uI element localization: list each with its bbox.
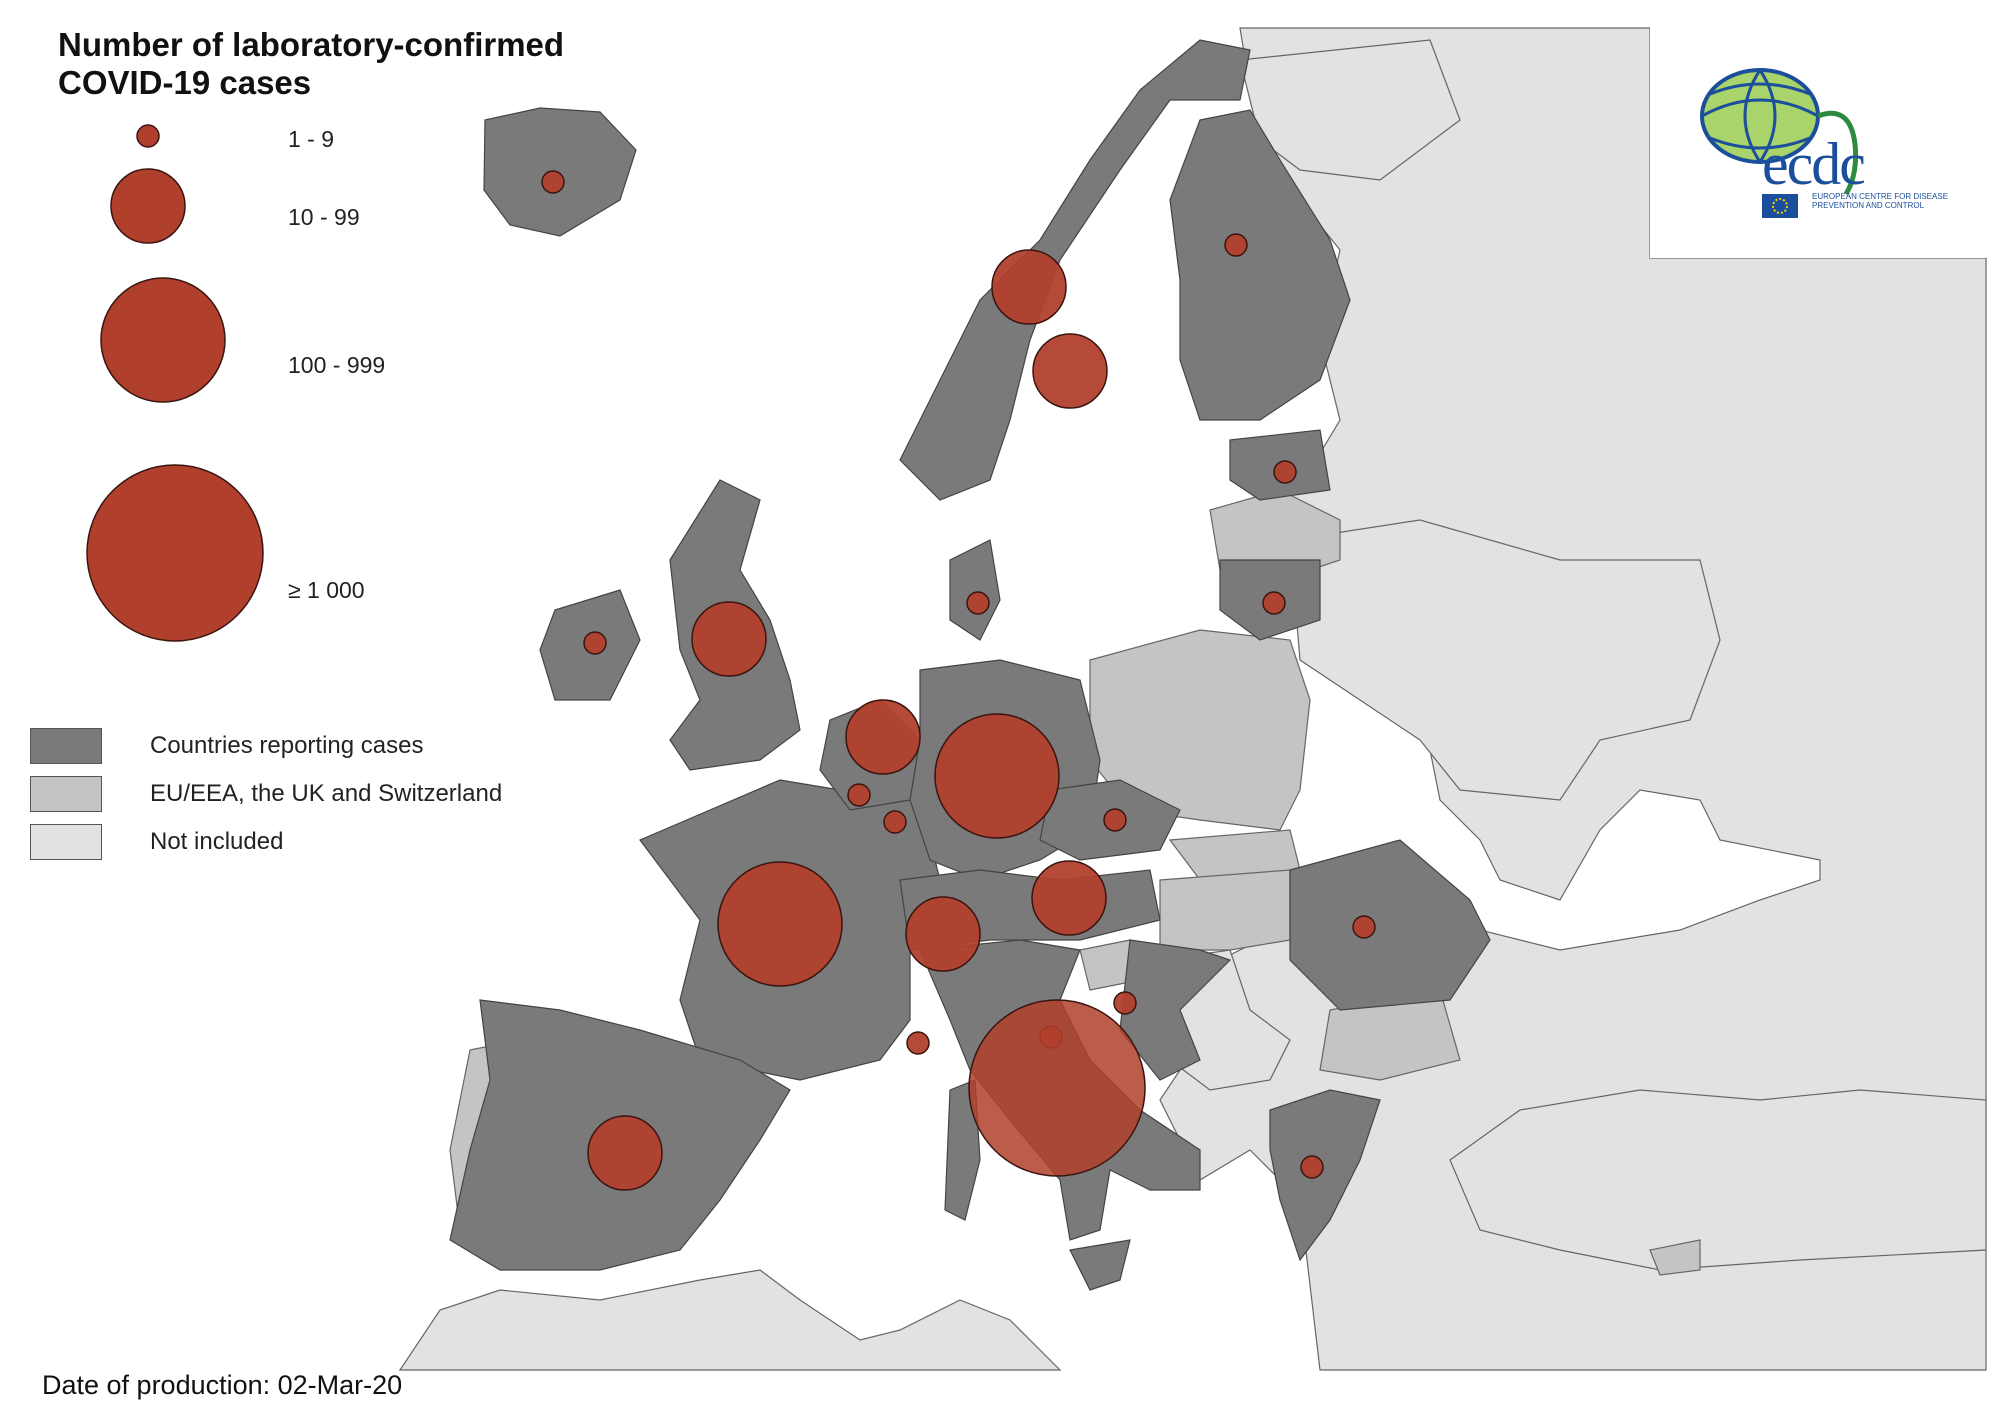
bubble-greece (1300, 1155, 1324, 1179)
legend-label-not-included: Not included (150, 828, 284, 855)
cyprus-shape (1649, 1239, 1701, 1276)
denmark-shape (949, 539, 1001, 641)
size-class-label-3: 100 - 999 (288, 352, 386, 378)
bubble-norway (991, 249, 1067, 325)
legend-circle-4 (86, 464, 264, 642)
legend-circle-2 (110, 168, 186, 244)
swatch-eu-eea (30, 776, 102, 812)
swatch-reporting (30, 728, 102, 764)
ukraine-belarus-region (1289, 519, 1721, 801)
case-bubbles (541, 170, 1376, 1191)
bubble-denmark (966, 591, 990, 615)
sicily-shape (1069, 1239, 1131, 1291)
logo-subtitle: EUROPEAN CENTRE FOR DISEASE PREVENTION A… (1812, 192, 1949, 210)
bubble-ireland (583, 631, 607, 655)
legend-category-eu-eea: EU/EEA, the UK and Switzerland (30, 776, 630, 816)
legend-circle-1 (136, 124, 160, 148)
size-class-label-4: ≥ 1 000 (288, 577, 365, 603)
legend-category-not-included: Not included (30, 824, 630, 864)
bubble-luxembourg (883, 810, 907, 834)
legend-size-symbols (86, 124, 264, 642)
legend-title-line1: Number of laboratory-confirmed (58, 26, 565, 63)
bubble-switzerland (905, 896, 981, 972)
bubble-monaco (906, 1031, 930, 1055)
bubble-finland (1224, 233, 1248, 257)
romania-shape (1289, 839, 1491, 1011)
bubble-austria (1031, 860, 1107, 936)
size-class-label-2: 10 - 99 (288, 204, 360, 230)
hungary-shape (1159, 869, 1291, 951)
size-class-label-1: 1 - 9 (288, 126, 335, 152)
bubble-netherlands (845, 699, 921, 775)
bubble-sweden (1032, 333, 1108, 409)
bubble-united-kingdom (691, 601, 767, 677)
legend-title: Number of laboratory-confirmed COVID-19 … (58, 26, 618, 102)
production-date: Date of production: 02-Mar-20 (42, 1370, 403, 1400)
bubble-czechia (1103, 808, 1127, 832)
globe-icon (1700, 68, 1859, 218)
legend-circle-3 (100, 277, 226, 403)
finland-shape (1169, 109, 1351, 421)
bubble-germany (934, 713, 1060, 839)
bubble-belgium (847, 783, 871, 807)
bubble-estonia (1273, 460, 1297, 484)
legend-category-reporting: Countries reporting cases (30, 728, 630, 768)
bubble-france (717, 861, 843, 987)
legend-label-reporting: Countries reporting cases (150, 732, 424, 759)
ecdc-logo: ecdc EUROPEAN CENTRE FOR DISEASE PREVENT… (1650, 24, 1986, 258)
bubble-romania (1352, 915, 1376, 939)
turkey-landmass (1449, 1089, 1987, 1271)
north-africa-landmass (398, 1269, 1062, 1371)
bubble-spain (587, 1115, 663, 1191)
bubble-croatia (1113, 991, 1137, 1015)
logo-wordmark: ecdc (1762, 131, 1866, 197)
bubble-italy (968, 999, 1146, 1177)
swatch-not-included (30, 824, 102, 860)
bubble-iceland (541, 170, 565, 194)
iceland-shape (483, 107, 637, 237)
legend-label-eu-eea: EU/EEA, the UK and Switzerland (150, 780, 503, 807)
bubble-lithuania (1262, 591, 1286, 615)
legend-title-line2: COVID-19 cases (58, 64, 312, 101)
greece-shape (1269, 1089, 1381, 1262)
